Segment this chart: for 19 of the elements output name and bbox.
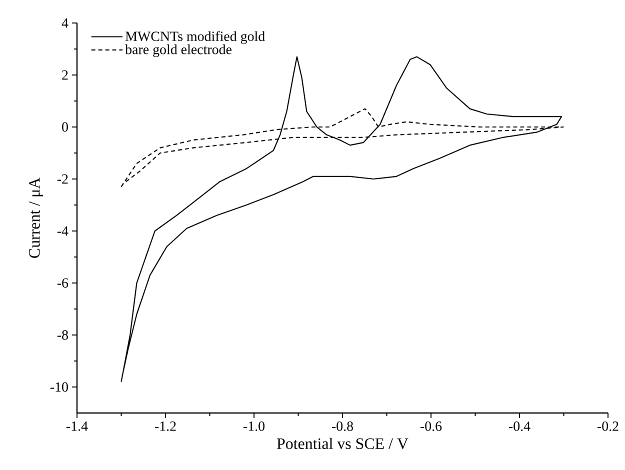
y-tick-label: -6: [57, 278, 68, 288]
x-tick-label: -1.0: [243, 421, 265, 431]
x-tick-label: -0.2: [597, 421, 618, 431]
y-tick-label: -4: [57, 226, 68, 236]
x-tick-label: -0.6: [420, 421, 442, 431]
x-axis-title: Potential vs SCE / V: [276, 438, 408, 450]
y-tick-label: 4: [62, 18, 68, 28]
legend-label: MWCNTs modified gold: [125, 31, 265, 44]
legend-label: bare gold electrode: [125, 44, 232, 58]
y-axis-title: Current / μA: [29, 178, 44, 258]
x-tick-label: -1.4: [66, 421, 88, 431]
x-tick-label: -0.8: [332, 421, 354, 431]
y-tick-label: 0: [62, 122, 68, 132]
x-tick-label: -1.2: [154, 422, 176, 431]
y-tick-label: -10: [50, 382, 68, 392]
y-tick-label: 2: [62, 70, 68, 80]
y-tick-label: -2: [57, 174, 68, 184]
x-tick-label: -0.4: [508, 421, 530, 431]
y-tick-label: -8: [57, 330, 68, 340]
